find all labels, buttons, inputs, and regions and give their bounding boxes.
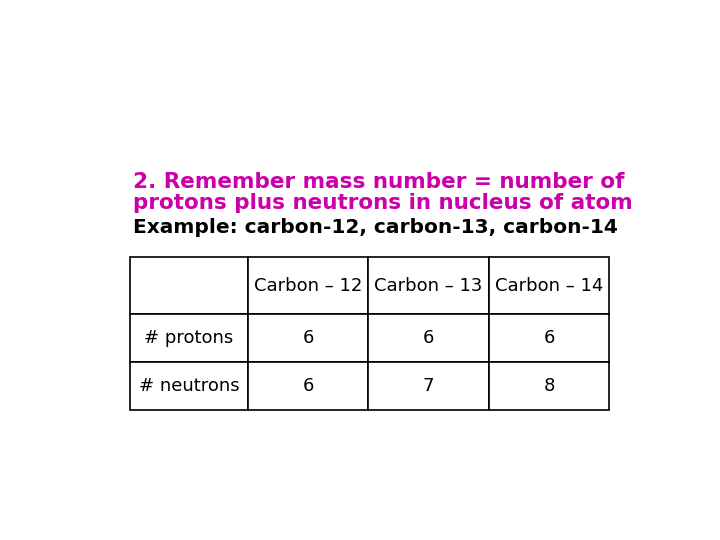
Text: 8: 8	[544, 377, 555, 395]
Text: # protons: # protons	[144, 329, 233, 347]
Text: Carbon – 12: Carbon – 12	[254, 276, 362, 294]
Bar	[369, 257, 489, 314]
Text: # neutrons: # neutrons	[139, 377, 239, 395]
Bar	[248, 257, 369, 314]
Bar	[369, 314, 489, 362]
Bar	[489, 362, 609, 410]
Text: 6: 6	[423, 329, 434, 347]
Bar	[130, 257, 248, 314]
Text: 6: 6	[302, 329, 314, 347]
Bar	[489, 314, 609, 362]
Bar	[369, 362, 489, 410]
Text: Example: carbon-12, carbon-13, carbon-14: Example: carbon-12, carbon-13, carbon-14	[132, 218, 618, 237]
Text: 6: 6	[544, 329, 555, 347]
Bar	[248, 362, 369, 410]
Bar	[130, 362, 248, 410]
Bar	[489, 257, 609, 314]
Bar	[130, 314, 248, 362]
Text: 7: 7	[423, 377, 434, 395]
Text: 2. Remember mass number = number of: 2. Remember mass number = number of	[132, 172, 624, 192]
Text: Carbon – 13: Carbon – 13	[374, 276, 483, 294]
Text: protons plus neutrons in nucleus of atom: protons plus neutrons in nucleus of atom	[132, 193, 632, 213]
Text: Carbon – 14: Carbon – 14	[495, 276, 603, 294]
Bar	[248, 314, 369, 362]
Text: 6: 6	[302, 377, 314, 395]
